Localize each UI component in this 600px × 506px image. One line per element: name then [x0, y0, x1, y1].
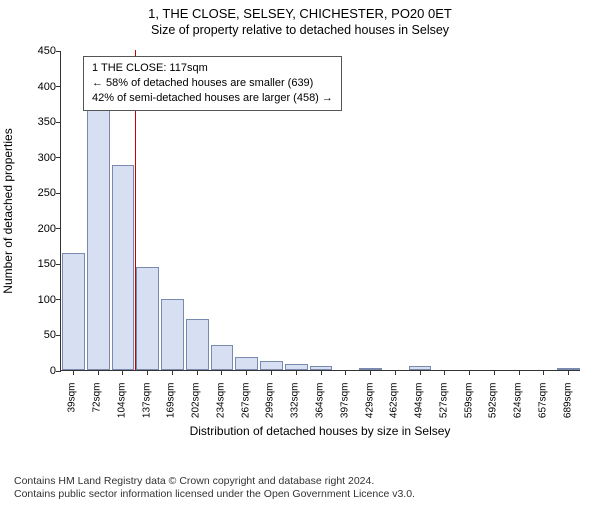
y-tick-label: 250: [38, 187, 56, 199]
x-tick-mark: [543, 370, 544, 375]
x-tick-label: 332sqm: [290, 383, 301, 433]
y-tick-label: 50: [44, 329, 56, 341]
x-tick-label: 462sqm: [389, 383, 400, 433]
x-tick-mark: [395, 370, 396, 375]
y-tick-mark: [56, 371, 61, 372]
x-tick-label: 137sqm: [141, 383, 152, 433]
x-tick-mark: [296, 370, 297, 375]
y-tick-mark: [56, 86, 61, 87]
x-tick-mark: [494, 370, 495, 375]
bar: [161, 299, 184, 370]
chart-area: Number of detached properties 1 THE CLOS…: [0, 46, 600, 441]
y-tick-mark: [56, 157, 61, 158]
bar: [87, 103, 110, 370]
x-tick-label: 39sqm: [67, 383, 78, 433]
x-tick-mark: [221, 370, 222, 375]
bar: [235, 357, 258, 370]
y-tick-mark: [56, 335, 61, 336]
x-tick-mark: [370, 370, 371, 375]
y-tick-mark: [56, 299, 61, 300]
x-tick-mark: [420, 370, 421, 375]
annotation-box: 1 THE CLOSE: 117sqm← 58% of detached hou…: [83, 56, 342, 111]
x-tick-mark: [197, 370, 198, 375]
x-tick-mark: [519, 370, 520, 375]
chart-container: 1, THE CLOSE, SELSEY, CHICHESTER, PO20 0…: [0, 6, 600, 506]
y-axis-label: Number of detached properties: [1, 51, 15, 371]
x-tick-mark: [122, 370, 123, 375]
bar: [186, 319, 209, 370]
y-tick-label: 300: [38, 152, 56, 164]
x-tick-label: 104sqm: [116, 383, 127, 433]
x-tick-label: 299sqm: [265, 383, 276, 433]
plot-region: 1 THE CLOSE: 117sqm← 58% of detached hou…: [60, 51, 580, 371]
y-tick-mark: [56, 122, 61, 123]
chart-subtitle: Size of property relative to detached ho…: [0, 23, 600, 37]
x-tick-mark: [469, 370, 470, 375]
bar: [112, 165, 135, 370]
x-tick-mark: [321, 370, 322, 375]
x-tick-mark: [73, 370, 74, 375]
y-tick-mark: [56, 51, 61, 52]
x-tick-label: 527sqm: [438, 383, 449, 433]
x-tick-mark: [147, 370, 148, 375]
y-tick-label: 0: [50, 365, 56, 377]
y-tick-label: 400: [38, 81, 56, 93]
y-tick-label: 200: [38, 223, 56, 235]
y-tick-label: 100: [38, 294, 56, 306]
annotation-line: ← 58% of detached houses are smaller (63…: [92, 76, 333, 91]
x-tick-label: 592sqm: [488, 383, 499, 433]
bar: [260, 361, 283, 370]
y-tick-label: 150: [38, 258, 56, 270]
x-tick-label: 267sqm: [240, 383, 251, 433]
footnote: Contains HM Land Registry data © Crown c…: [14, 475, 415, 502]
chart-title: 1, THE CLOSE, SELSEY, CHICHESTER, PO20 0…: [0, 6, 600, 21]
x-tick-label: 364sqm: [315, 383, 326, 433]
x-tick-label: 559sqm: [463, 383, 474, 433]
x-tick-label: 657sqm: [537, 383, 548, 433]
y-tick-mark: [56, 228, 61, 229]
x-tick-label: 202sqm: [191, 383, 202, 433]
footnote-line-1: Contains HM Land Registry data © Crown c…: [14, 475, 415, 489]
y-tick-mark: [56, 264, 61, 265]
x-tick-label: 689sqm: [562, 383, 573, 433]
x-tick-mark: [568, 370, 569, 375]
x-tick-label: 429sqm: [364, 383, 375, 433]
annotation-line: 1 THE CLOSE: 117sqm: [92, 61, 333, 76]
x-tick-mark: [444, 370, 445, 375]
annotation-line: 42% of semi-detached houses are larger (…: [92, 91, 333, 106]
x-tick-label: 624sqm: [513, 383, 524, 433]
bar: [62, 253, 85, 370]
bar: [211, 345, 234, 370]
x-tick-mark: [246, 370, 247, 375]
bar: [136, 267, 159, 370]
y-tick-mark: [56, 193, 61, 194]
y-tick-label: 350: [38, 116, 56, 128]
x-tick-mark: [271, 370, 272, 375]
x-tick-mark: [98, 370, 99, 375]
x-tick-label: 494sqm: [414, 383, 425, 433]
x-tick-label: 397sqm: [339, 383, 350, 433]
x-tick-mark: [345, 370, 346, 375]
x-tick-label: 234sqm: [215, 383, 226, 433]
x-tick-mark: [172, 370, 173, 375]
x-tick-label: 72sqm: [92, 383, 103, 433]
y-tick-label: 450: [38, 45, 56, 57]
x-tick-label: 169sqm: [166, 383, 177, 433]
